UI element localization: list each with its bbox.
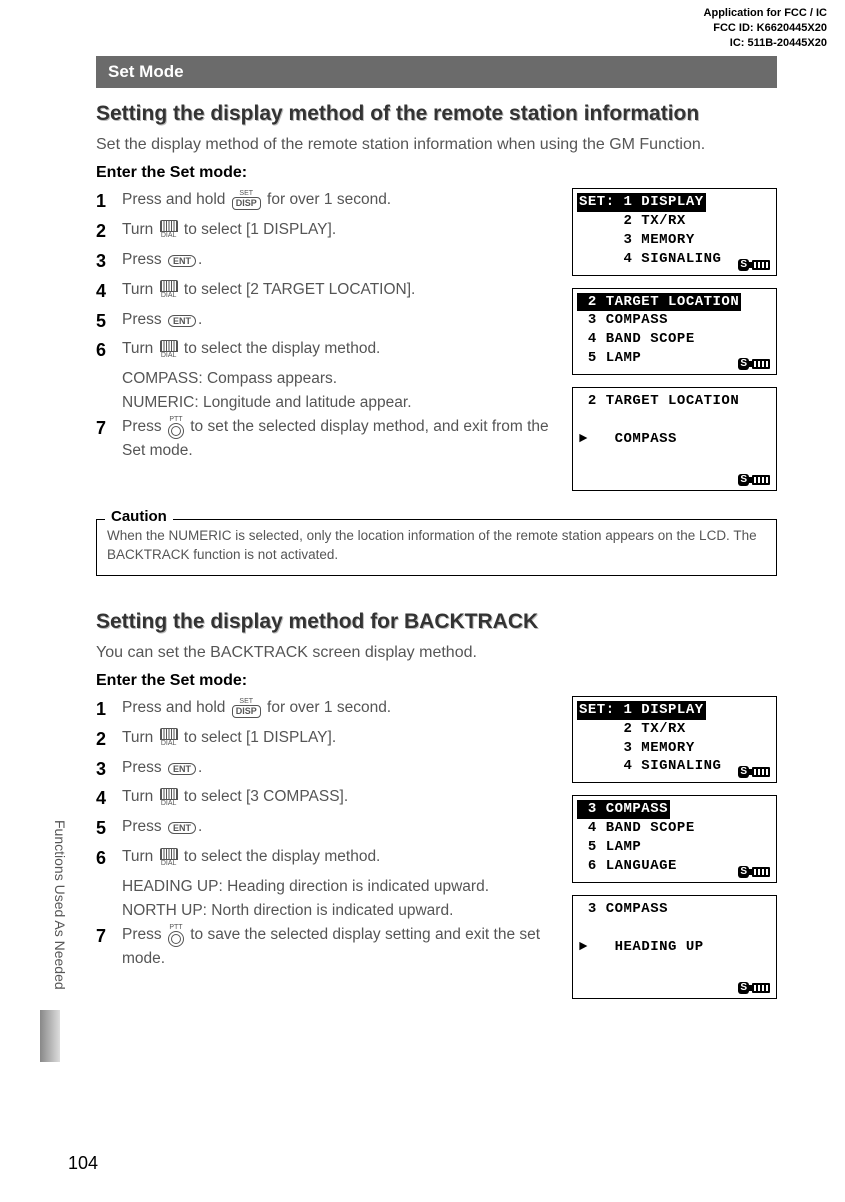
caution-box: Caution When the NUMERIC is selected, on…	[96, 519, 777, 576]
s1-6b: to select the display method.	[184, 340, 380, 357]
s1-6d: NUMERIC: Longitude and latitude appear.	[122, 391, 558, 415]
header-note: Application for FCC / IC FCC ID: K662044…	[704, 6, 827, 51]
disp-key-icon: SETDISP	[232, 698, 261, 718]
ent-key-icon: ENT	[168, 815, 196, 839]
lcd-screen-6: 3 COMPASS ► HEADING UP S	[572, 895, 777, 999]
caution-label: Caution	[105, 508, 173, 525]
lcd-screen-1: SET: 1 DISPLAY 2 TX/RX 3 MEMORY 4 SIGNAL…	[572, 188, 777, 276]
ent-key-icon: ENT	[168, 248, 196, 272]
s1-7a: Press	[122, 418, 166, 435]
ent-key-icon: ENT	[168, 756, 196, 780]
ent-key-icon: ENT	[168, 308, 196, 332]
section2-title: Setting the display method for BACKTRACK	[96, 610, 777, 634]
lcd-screen-2: 2 TARGET LOCATION 3 COMPASS 4 BAND SCOPE…	[572, 288, 777, 376]
section2-steps: 1 Press and hold SETDISP for over 1 seco…	[96, 696, 558, 973]
s1-5b: .	[198, 311, 202, 328]
dial-key-icon: DIAL	[160, 788, 178, 807]
header-line3: IC: 511B-20445X20	[704, 36, 827, 51]
s1-2b: to select [1 DISPLAY].	[184, 221, 336, 238]
section2-intro: You can set the BACKTRACK screen display…	[96, 644, 777, 662]
page-number: 104	[68, 1153, 98, 1174]
side-text: Functions Used As Needed	[52, 820, 68, 990]
lcd-screen-4: SET: 1 DISPLAY 2 TX/RX 3 MEMORY 4 SIGNAL…	[572, 696, 777, 784]
s1-2a: Turn	[122, 221, 158, 238]
s1-3a: Press	[122, 251, 166, 268]
caution-text: When the NUMERIC is selected, only the l…	[107, 526, 766, 565]
s1-3b: .	[198, 251, 202, 268]
s1-6c: COMPASS: Compass appears.	[122, 367, 558, 391]
s1-5a: Press	[122, 311, 166, 328]
header-line1: Application for FCC / IC	[704, 6, 827, 21]
section1-steps: 1 Press and hold SETDISP for over 1 seco…	[96, 188, 558, 465]
s1-1a: Press and hold	[122, 191, 230, 208]
section1-title: Setting the display method of the remote…	[96, 102, 777, 126]
dial-key-icon: DIAL	[160, 848, 178, 867]
section1-enter-mode: Enter the Set mode:	[96, 164, 777, 182]
s1-7b: to set the selected display method, and …	[122, 418, 549, 459]
s1-4a: Turn	[122, 281, 158, 298]
section1-intro: Set the display method of the remote sta…	[96, 136, 777, 154]
lcd-screen-5: 3 COMPASS 4 BAND SCOPE 5 LAMP 6 LANGUAGE…	[572, 795, 777, 883]
battery-icon	[752, 260, 770, 270]
s-icon: S	[738, 259, 749, 271]
ptt-key-icon: PTT	[168, 924, 184, 947]
disp-key-icon: SETDISP	[232, 190, 261, 210]
section2-enter-mode: Enter the Set mode:	[96, 672, 777, 690]
side-tab	[40, 1010, 60, 1062]
s1-1b: for over 1 second.	[267, 191, 391, 208]
section-bar: Set Mode	[96, 56, 777, 88]
s1-6a: Turn	[122, 340, 158, 357]
lcd-screen-3: 2 TARGET LOCATION ► COMPASS S	[572, 387, 777, 491]
dial-key-icon: DIAL	[160, 340, 178, 359]
header-line2: FCC ID: K6620445X20	[704, 21, 827, 36]
dial-key-icon: DIAL	[160, 728, 178, 747]
s1-4b: to select [2 TARGET LOCATION].	[184, 281, 415, 298]
dial-key-icon: DIAL	[160, 280, 178, 299]
ptt-key-icon: PTT	[168, 416, 184, 439]
dial-key-icon: DIAL	[160, 220, 178, 239]
